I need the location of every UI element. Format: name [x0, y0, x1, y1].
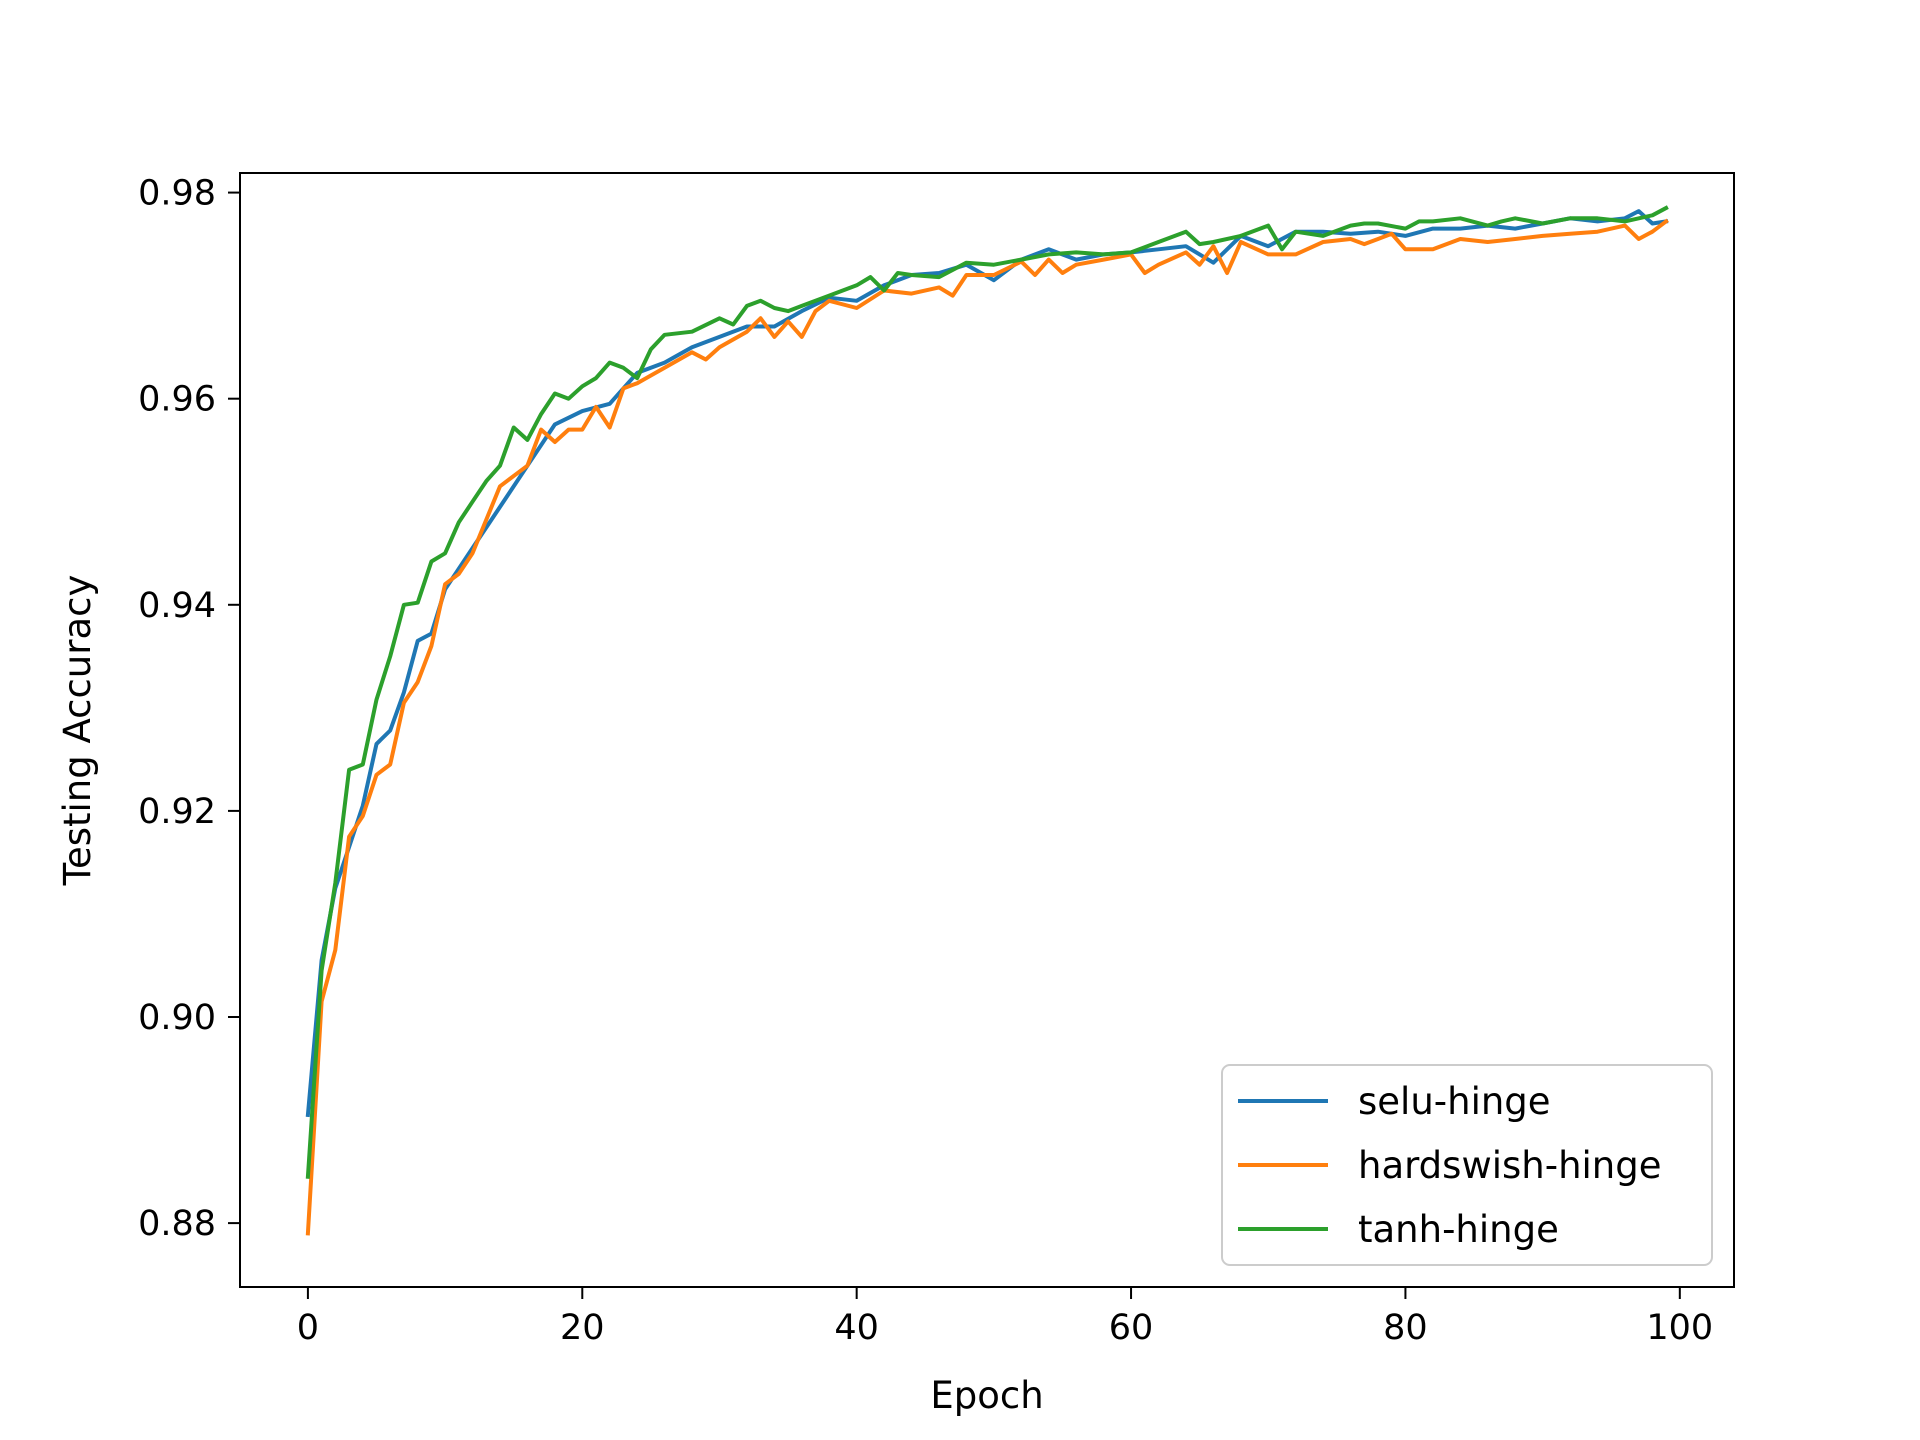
y-tick-label: 0.94 [138, 586, 216, 626]
y-tick-label: 0.90 [138, 998, 216, 1038]
x-axis-title: Epoch [930, 1374, 1043, 1417]
legend-label-hardswish-hinge: hardswish-hinge [1358, 1144, 1662, 1187]
series-layer [305, 205, 1669, 1236]
x-tick-label: 40 [834, 1308, 879, 1348]
y-tick-label: 0.88 [138, 1204, 216, 1244]
y-tick-label: 0.92 [138, 792, 216, 832]
plot-frame [239, 172, 1735, 1288]
legend-label-selu-hinge: selu-hinge [1358, 1080, 1551, 1123]
y-axis-ticks: 0.88 0.90 0.92 0.94 0.96 0.98 [138, 174, 240, 1244]
series-line-hardswish-hinge [305, 218, 1669, 1236]
x-tick-label: 0 [297, 1308, 319, 1348]
legend-label-tanh-hinge: tanh-hinge [1358, 1208, 1559, 1251]
x-axis-ticks: 0 20 40 60 80 100 [297, 1287, 1713, 1348]
x-tick-label: 80 [1383, 1308, 1428, 1348]
series-line-tanh-hinge [305, 205, 1669, 1179]
legend-box [1221, 1064, 1713, 1266]
x-tick-label: 60 [1109, 1308, 1154, 1348]
x-tick-label: 20 [560, 1308, 605, 1348]
x-tick-label: 100 [1646, 1308, 1713, 1348]
y-axis-title: Testing Accuracy [56, 575, 99, 887]
y-tick-label: 0.98 [138, 174, 216, 214]
legend: selu-hinge hardswish-hinge tanh-hinge [1221, 1064, 1713, 1266]
y-tick-label: 0.96 [138, 380, 216, 420]
